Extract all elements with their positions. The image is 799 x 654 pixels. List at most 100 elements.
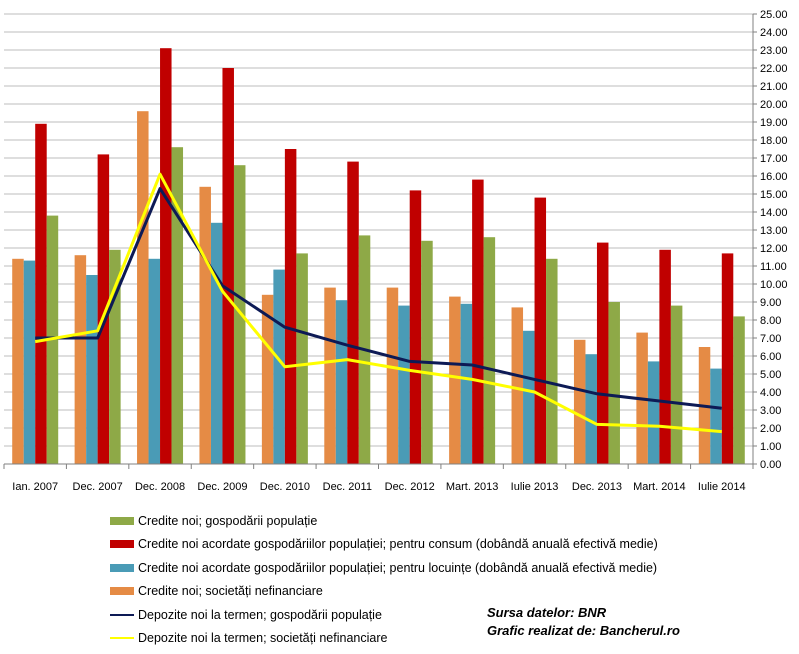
bar xyxy=(483,237,496,464)
y-tick-label: 11.00 xyxy=(760,261,787,273)
axes xyxy=(3,13,757,469)
bar xyxy=(460,303,473,464)
y-tick-labels: 0.00 1.00 2.00 3.00 4.00 5.00 6.00 7.00 8.00 9.00… xyxy=(760,9,788,471)
y-tick-label: 10.00 xyxy=(760,279,788,291)
bar xyxy=(386,287,399,464)
bar xyxy=(74,255,87,464)
y-tick-label: 3.00 xyxy=(760,405,781,417)
y-tick-label: 8.00 xyxy=(760,315,781,327)
legend-item: Credite noi acordate gospodăriilor popul… xyxy=(110,556,658,580)
bar xyxy=(585,354,597,464)
grid-lines xyxy=(4,13,753,447)
legend-label: Credite noi; gospodării populație xyxy=(138,513,318,528)
legend-item: Credite noi; societăți nefinanciare xyxy=(110,580,658,604)
y-tick-label: 2.00 xyxy=(760,423,781,435)
bar xyxy=(23,260,36,464)
bar xyxy=(324,287,336,464)
bar xyxy=(273,269,285,464)
legend-swatch xyxy=(110,563,134,572)
bar xyxy=(573,339,586,464)
bar xyxy=(171,147,184,464)
legend-swatch xyxy=(110,540,134,549)
legend-item: Depozite noi la termen; gospodării popul… xyxy=(110,603,658,627)
series-line xyxy=(34,172,722,434)
bars xyxy=(12,48,745,465)
legend-line-swatch xyxy=(110,613,134,616)
bar xyxy=(608,302,620,464)
legend-swatch xyxy=(110,587,134,596)
y-tick-label: 21.00 xyxy=(760,81,788,93)
bar xyxy=(472,179,484,464)
bar xyxy=(596,242,609,464)
y-tick-label: 19.00 xyxy=(760,117,788,129)
y-tick-label: 9.00 xyxy=(760,297,781,309)
bar xyxy=(511,307,524,464)
legend-label: Credite noi; societăți nefinanciare xyxy=(138,584,323,599)
bar xyxy=(733,316,745,464)
series-lines xyxy=(34,172,722,434)
x-tick-labels: Ian. 2007 Dec. 2007 Dec. 2008 Dec. 2009 Dec.… xyxy=(12,481,745,493)
bar xyxy=(421,240,433,464)
y-tick-label: 24.00 xyxy=(760,27,788,39)
legend-label: Credite noi acordate gospodăriilor popul… xyxy=(138,537,658,552)
x-tick-label: Dec. 2009 xyxy=(197,481,247,493)
y-tick-label: 4.00 xyxy=(760,387,781,399)
series-line xyxy=(35,187,722,410)
bar xyxy=(398,305,410,464)
source-line: Sursa datelor: BNR xyxy=(487,605,607,620)
bar xyxy=(710,368,722,464)
legend-swatch xyxy=(110,516,134,525)
x-tick-label: Mart. 2013 xyxy=(446,481,499,493)
bar xyxy=(148,258,161,464)
y-tick-label: 13.00 xyxy=(760,225,788,237)
y-tick-label: 12.00 xyxy=(760,243,788,255)
bar xyxy=(409,190,422,464)
bar xyxy=(523,330,535,464)
x-tick-label: Iulie 2013 xyxy=(511,481,559,493)
bar xyxy=(210,222,223,464)
bar xyxy=(199,186,211,465)
y-tick-label: 22.00 xyxy=(760,63,788,75)
bar xyxy=(296,253,308,464)
y-tick-label: 6.00 xyxy=(760,351,781,363)
credit-line: Grafic realizat de: Bancherul.ro xyxy=(487,623,680,638)
bar xyxy=(86,275,98,464)
y-tick-label: 1.00 xyxy=(760,441,781,453)
x-tick-label: Dec. 2008 xyxy=(135,481,185,493)
bar xyxy=(449,296,461,464)
legend-item: Depozite noi la termen; societăți nefina… xyxy=(110,627,658,651)
legend-label: Credite noi acordate gospodăriilor popul… xyxy=(138,560,658,575)
legend: Credite noi; gospodării populație Credit… xyxy=(110,509,658,650)
y-tick-label: 5.00 xyxy=(760,369,781,381)
legend-item: Credite noi acordate gospodăriilor popul… xyxy=(110,533,658,557)
y-tick-label: 18.00 xyxy=(760,135,788,147)
y-tick-label: 7.00 xyxy=(760,333,781,345)
source-note: Sursa datelor: BNR Grafic realizat de: B… xyxy=(487,604,680,640)
bar xyxy=(109,249,121,464)
y-tick-label: 0.00 xyxy=(760,459,781,471)
x-tick-label: Dec. 2007 xyxy=(73,481,123,493)
legend-item: Credite noi; gospodării populație xyxy=(110,509,658,533)
x-tick-label: Iulie 2014 xyxy=(698,481,746,493)
bar xyxy=(659,249,671,464)
x-tick-label: Mart. 2014 xyxy=(633,481,686,493)
legend-line-swatch xyxy=(110,637,134,640)
y-tick-label: 14.00 xyxy=(760,207,788,219)
legend-label: Depozite noi la termen; gospodării popul… xyxy=(138,607,382,622)
bar xyxy=(35,123,47,465)
bar xyxy=(721,253,734,464)
y-tick-label: 16.00 xyxy=(760,171,788,183)
bar xyxy=(12,258,24,464)
bar xyxy=(546,258,558,464)
bar xyxy=(160,48,172,464)
y-tick-label: 15.00 xyxy=(760,189,788,201)
x-tick-label: Dec. 2010 xyxy=(260,481,310,493)
bar xyxy=(233,165,246,464)
bar xyxy=(647,361,660,464)
bar xyxy=(284,149,297,464)
y-tick-label: 17.00 xyxy=(760,153,788,165)
chart: 0.00 1.00 2.00 3.00 4.00 5.00 6.00 7.00 8.00 9.00… xyxy=(3,9,788,493)
y-tick-label: 23.00 xyxy=(760,45,788,57)
x-tick-label: Dec. 2011 xyxy=(323,481,372,493)
x-tick-label: Ian. 2007 xyxy=(12,481,58,493)
